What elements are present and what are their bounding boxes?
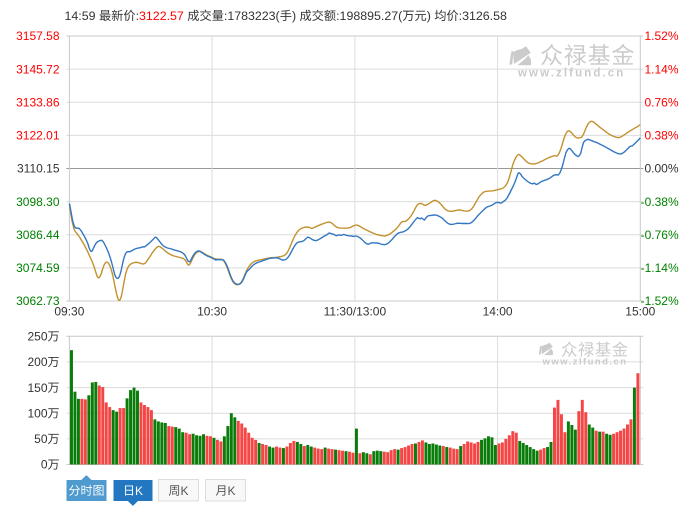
svg-text:100: 100: [27, 406, 47, 420]
svg-text:3110.15: 3110.15: [17, 162, 60, 176]
svg-text:3145.72: 3145.72: [16, 62, 60, 76]
svg-text::1783223(: :1783223(: [224, 9, 281, 23]
svg-text:09:30: 09:30: [54, 305, 84, 319]
svg-text:0.76%: 0.76%: [645, 96, 679, 110]
svg-text:3122.57: 3122.57: [139, 9, 184, 23]
svg-text:K: K: [135, 484, 143, 498]
svg-text:1.14%: 1.14%: [645, 62, 679, 76]
svg-text:-1.52%: -1.52%: [641, 294, 679, 308]
svg-text:-1.14%: -1.14%: [641, 261, 679, 275]
svg-text:-0.76%: -0.76%: [641, 228, 679, 242]
svg-text:3157.58: 3157.58: [16, 29, 60, 43]
svg-text:150: 150: [27, 381, 47, 395]
svg-text:11:30/13:00: 11:30/13:00: [324, 305, 387, 319]
svg-text:14:00: 14:00: [483, 305, 513, 319]
svg-text:): ): [292, 9, 296, 23]
svg-text:www.zlfund.cn: www.zlfund.cn: [542, 357, 628, 368]
svg-text:3074.59: 3074.59: [16, 261, 60, 275]
svg-text:50: 50: [34, 432, 48, 446]
svg-text:www.zlfund.cn: www.zlfund.cn: [517, 68, 625, 80]
svg-text:14:59: 14:59: [65, 9, 96, 23]
svg-text:K: K: [228, 484, 236, 498]
svg-text:): ): [427, 9, 431, 23]
svg-text:10:30: 10:30: [197, 305, 227, 319]
svg-text:-0.38%: -0.38%: [641, 195, 679, 209]
svg-text:200: 200: [27, 355, 47, 369]
svg-text::198895.27(: :198895.27(: [336, 9, 403, 23]
svg-text:3062.73: 3062.73: [16, 294, 60, 308]
svg-text:3133.86: 3133.86: [16, 96, 60, 110]
svg-text:0.00%: 0.00%: [645, 162, 679, 176]
svg-text:0.38%: 0.38%: [645, 129, 679, 143]
svg-text:K: K: [181, 484, 189, 498]
svg-text::3126.58: :3126.58: [459, 9, 507, 23]
svg-text:3098.30: 3098.30: [16, 195, 60, 209]
svg-text:0: 0: [41, 458, 48, 472]
svg-text:15:00: 15:00: [625, 305, 655, 319]
svg-text:3086.44: 3086.44: [16, 228, 60, 242]
svg-text:3122.01: 3122.01: [16, 129, 60, 143]
svg-text:1.52%: 1.52%: [645, 29, 679, 43]
svg-text::: :: [136, 9, 139, 23]
svg-text:250: 250: [27, 330, 47, 344]
